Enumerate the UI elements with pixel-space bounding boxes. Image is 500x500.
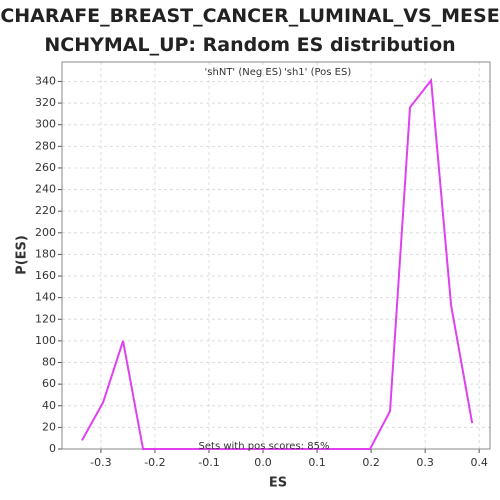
x-tick-label: 0.3 xyxy=(416,456,434,469)
es-line xyxy=(81,77,474,450)
y-tick-label: 160 xyxy=(35,269,56,282)
y-tick-label: 280 xyxy=(35,139,56,152)
y-tick-label: 220 xyxy=(35,204,56,217)
plot-frame xyxy=(61,61,491,450)
y-tick-label: 140 xyxy=(35,291,56,304)
y-tick-label: 60 xyxy=(42,377,56,390)
x-tick-label: -0.1 xyxy=(198,456,219,469)
x-tick-label: -0.3 xyxy=(90,456,111,469)
y-tick-label: 0 xyxy=(49,442,56,455)
legend-entry: 'shNT' (Neg ES) xyxy=(205,67,283,78)
y-tick-label: 100 xyxy=(35,334,56,347)
x-axis-label: ES xyxy=(269,476,287,491)
annotation: Sets with pos scores: 85% xyxy=(199,441,330,452)
y-tick-label: 200 xyxy=(35,226,56,239)
chart-title: CHARAFE_BREAST_CANCER_LUMINAL_VS_MESENCH… xyxy=(0,5,500,56)
y-tick-label: 240 xyxy=(35,183,56,196)
x-tick-label: -0.2 xyxy=(144,456,165,469)
legend-entry: 'sh1' (Pos ES) xyxy=(284,67,351,78)
y-tick-label: 40 xyxy=(42,399,56,412)
y-tick-label: 180 xyxy=(35,247,56,260)
y-tick-label: 80 xyxy=(42,356,56,369)
y-axis-label: P(ES) xyxy=(15,235,30,275)
x-tick-label: 0.2 xyxy=(362,456,380,469)
y-tick-label: 300 xyxy=(35,118,56,131)
x-tick-label: 0.1 xyxy=(308,456,326,469)
y-tick-label: 120 xyxy=(35,312,56,325)
x-tick-label: 0.0 xyxy=(254,456,272,469)
y-tick-label: 340 xyxy=(35,74,56,87)
y-tick-label: 260 xyxy=(35,161,56,174)
y-tick-label: 20 xyxy=(42,420,56,433)
y-tick-label: 320 xyxy=(35,96,56,109)
x-tick-label: 0.4 xyxy=(470,456,488,469)
